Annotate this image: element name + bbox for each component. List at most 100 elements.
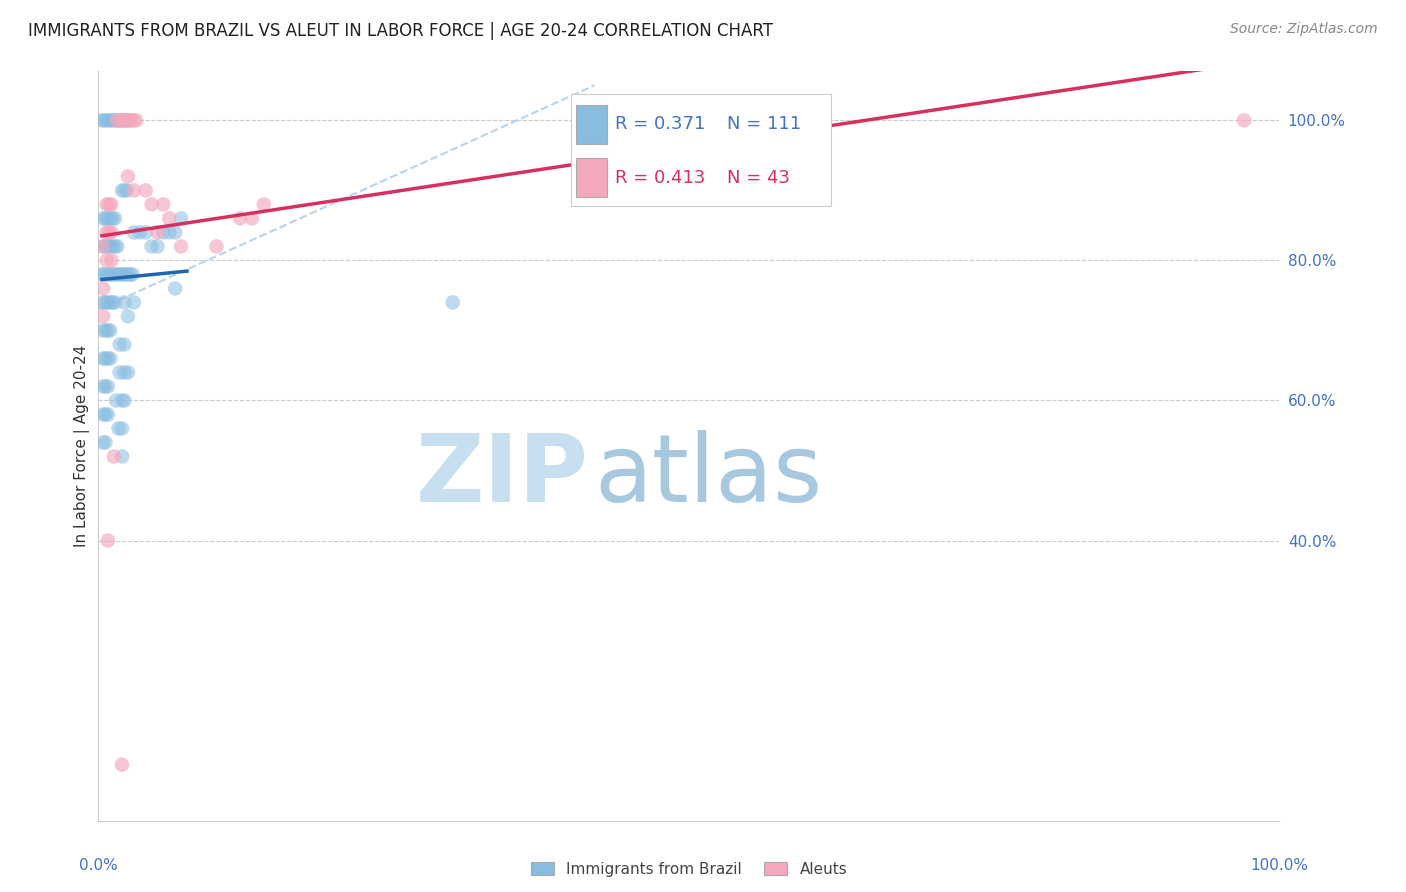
Point xyxy=(98,323,121,337)
Point xyxy=(115,113,138,128)
Point xyxy=(117,268,139,282)
Point xyxy=(91,323,114,337)
Point xyxy=(772,113,794,128)
Point xyxy=(107,421,129,435)
Point xyxy=(114,268,136,282)
Point xyxy=(110,268,132,282)
Point xyxy=(96,226,118,240)
Point xyxy=(122,183,145,197)
Point xyxy=(105,268,128,282)
Point xyxy=(98,295,121,310)
Point xyxy=(94,211,117,226)
Point xyxy=(108,337,131,351)
Point xyxy=(93,268,115,282)
Point xyxy=(128,226,150,240)
Point xyxy=(91,239,114,253)
Point xyxy=(157,211,180,226)
Point xyxy=(97,323,120,337)
Point xyxy=(94,295,117,310)
Point xyxy=(240,211,263,226)
Point xyxy=(91,239,114,253)
Point xyxy=(122,226,145,240)
Point xyxy=(97,295,120,310)
Point xyxy=(165,226,187,240)
Point xyxy=(100,113,122,128)
Point xyxy=(104,211,127,226)
Point xyxy=(122,113,145,128)
Point xyxy=(101,295,124,310)
Point xyxy=(91,211,114,226)
Point xyxy=(93,113,115,128)
Point xyxy=(105,113,128,128)
Point xyxy=(170,211,193,226)
Point xyxy=(98,239,121,253)
Point xyxy=(96,113,118,128)
Point xyxy=(111,757,134,772)
Point xyxy=(170,239,193,253)
Point xyxy=(96,268,118,282)
Point xyxy=(146,226,169,240)
Point xyxy=(229,211,252,226)
Point xyxy=(111,393,134,408)
Point xyxy=(94,323,117,337)
Point xyxy=(152,226,174,240)
Point xyxy=(117,169,139,184)
Point xyxy=(141,197,163,211)
Point xyxy=(117,366,139,380)
Point xyxy=(91,113,114,128)
Point xyxy=(441,295,464,310)
Text: 100.0%: 100.0% xyxy=(1250,858,1309,872)
Point xyxy=(105,393,128,408)
Point xyxy=(91,435,114,450)
Point xyxy=(112,113,135,128)
Point xyxy=(96,253,118,268)
Point xyxy=(103,450,125,464)
Point xyxy=(97,239,120,253)
Point xyxy=(205,239,228,253)
Point xyxy=(785,113,807,128)
Point xyxy=(98,226,121,240)
Point xyxy=(165,281,187,295)
Point xyxy=(110,113,132,128)
Point xyxy=(114,113,136,128)
Legend: Immigrants from Brazil, Aleuts: Immigrants from Brazil, Aleuts xyxy=(523,854,855,884)
Point xyxy=(103,113,125,128)
Point xyxy=(117,113,139,128)
Text: atlas: atlas xyxy=(595,430,823,522)
Point xyxy=(112,393,135,408)
Point xyxy=(94,435,117,450)
Point xyxy=(761,113,783,128)
Text: IMMIGRANTS FROM BRAZIL VS ALEUT IN LABOR FORCE | AGE 20-24 CORRELATION CHART: IMMIGRANTS FROM BRAZIL VS ALEUT IN LABOR… xyxy=(28,22,773,40)
Point xyxy=(117,310,139,324)
Point xyxy=(122,295,145,310)
Point xyxy=(98,351,121,366)
Point xyxy=(135,226,157,240)
Text: 0.0%: 0.0% xyxy=(79,858,118,872)
Point xyxy=(98,113,121,128)
Point xyxy=(108,366,131,380)
Point xyxy=(96,197,118,211)
Point xyxy=(100,253,122,268)
Point xyxy=(94,408,117,422)
Point xyxy=(112,268,135,282)
Point xyxy=(146,239,169,253)
Point xyxy=(97,379,120,393)
Point xyxy=(107,113,129,128)
Point xyxy=(737,113,759,128)
Point xyxy=(121,113,143,128)
Point xyxy=(94,351,117,366)
Point xyxy=(1233,113,1256,128)
Point xyxy=(796,113,818,128)
Point xyxy=(112,366,135,380)
Point xyxy=(108,113,131,128)
Point xyxy=(105,239,128,253)
Point xyxy=(97,211,120,226)
Point xyxy=(101,239,124,253)
Point xyxy=(91,351,114,366)
Point xyxy=(120,268,142,282)
Point xyxy=(91,295,114,310)
Point xyxy=(100,226,122,240)
Point xyxy=(100,197,122,211)
Point xyxy=(91,281,114,295)
Point xyxy=(98,211,121,226)
